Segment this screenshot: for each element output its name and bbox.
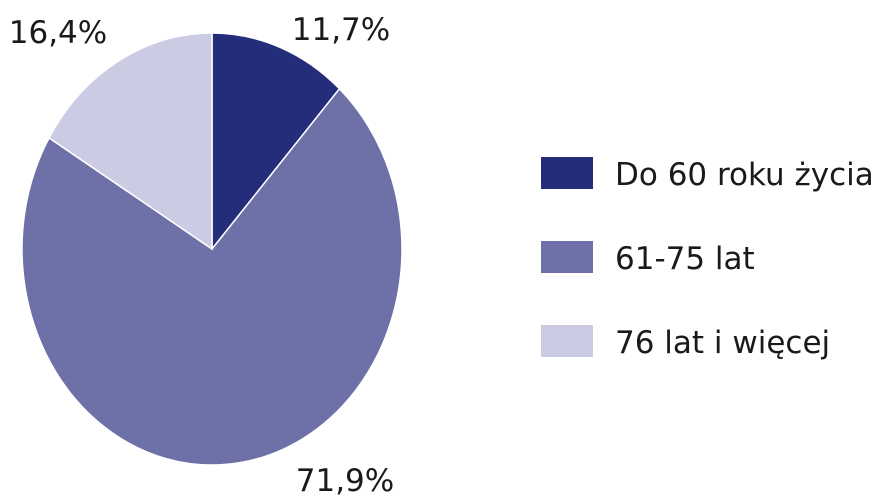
pie-slice-do-60-roku-zycia (211, 32, 341, 252)
legend-label-61-75-lat: 61-75 lat (615, 241, 755, 277)
slice-value-label-76-lat-i-wiecej: 16,4% (9, 15, 107, 51)
legend: Do 60 roku życia 61-75 lat 76 lat i więcej (541, 157, 874, 361)
pie-slice-76-lat-i-wiecej (48, 32, 213, 251)
pie-slice-61-75-lat (21, 87, 403, 466)
legend-swatch-61-75-lat (541, 241, 593, 273)
legend-label-76-lat-i-wiecej: 76 lat i więcej (615, 325, 830, 361)
slice-labels: 11,7% 71,9% 16,4% (9, 12, 394, 499)
pie-slices (21, 32, 403, 466)
legend-swatch-do-60-roku-zycia (541, 157, 593, 189)
slice-value-label-61-75-lat: 71,9% (296, 463, 394, 499)
legend-swatch-76-lat-i-wiecej (541, 325, 593, 357)
legend-label-do-60-roku-zycia: Do 60 roku życia (615, 157, 874, 193)
slice-value-label-do-60-roku-zycia: 11,7% (292, 12, 390, 48)
